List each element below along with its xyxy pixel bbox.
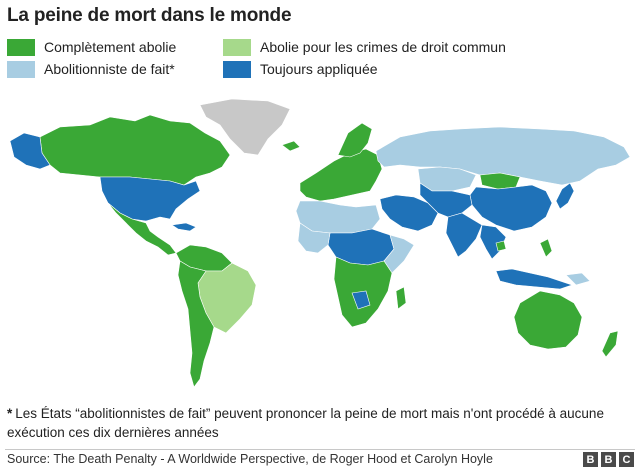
legend-swatch bbox=[223, 60, 251, 78]
region-canada bbox=[39, 114, 231, 186]
bbc-logo-letter: B bbox=[601, 452, 616, 467]
map-title: La peine de mort dans le monde bbox=[7, 5, 292, 26]
region-north-africa bbox=[295, 200, 381, 234]
legend-label: Complètement abolie bbox=[44, 39, 177, 55]
legend-item-completely-abolished: Complètement abolie bbox=[7, 37, 176, 57]
region-new-zealand bbox=[601, 330, 619, 358]
footnote: * Les États “abolitionnistes de fait” peu… bbox=[7, 404, 627, 442]
region-indonesia bbox=[495, 268, 573, 290]
footnote-text: Les États “abolitionnistes de fait” peuv… bbox=[7, 406, 604, 440]
region-png bbox=[565, 272, 591, 286]
region-alaska bbox=[9, 132, 51, 170]
bbc-logo-letter: B bbox=[583, 452, 598, 467]
bbc-logo-letter: C bbox=[619, 452, 634, 467]
region-caribbean bbox=[171, 222, 197, 232]
region-philippines bbox=[539, 238, 553, 258]
bbc-logo: B B C bbox=[583, 452, 634, 467]
region-europe bbox=[299, 148, 383, 202]
region-china bbox=[469, 184, 553, 232]
legend-item-de-facto-abolitionist: Abolitionniste de fait* bbox=[7, 59, 175, 79]
source-credit: Source: The Death Penalty - A Worldwide … bbox=[7, 452, 493, 466]
legend-swatch bbox=[7, 38, 35, 56]
footnote-marker: * bbox=[7, 406, 13, 421]
region-west-africa bbox=[297, 222, 331, 254]
legend-label: Abolie pour les crimes de droit commun bbox=[260, 39, 506, 55]
world-map bbox=[9, 98, 631, 388]
region-greenland bbox=[199, 98, 291, 156]
region-zimbabwe-botswana bbox=[351, 290, 371, 310]
region-east-africa bbox=[383, 234, 415, 274]
region-madagascar bbox=[395, 286, 407, 310]
region-scandinavia bbox=[337, 122, 373, 158]
legend-swatch bbox=[7, 60, 35, 78]
region-cambodia bbox=[495, 240, 507, 252]
legend-label: Abolitionniste de fait* bbox=[44, 61, 175, 77]
region-iceland bbox=[281, 140, 301, 152]
region-india bbox=[445, 212, 483, 258]
legend-item-abolished-ordinary-crimes: Abolie pour les crimes de droit commun bbox=[223, 37, 506, 57]
region-middle-east bbox=[379, 194, 439, 232]
legend-swatch bbox=[223, 38, 251, 56]
region-australia bbox=[513, 290, 583, 350]
region-russia bbox=[375, 126, 631, 186]
legend-label: Toujours appliquée bbox=[260, 61, 378, 77]
region-japan bbox=[555, 182, 575, 210]
region-andes bbox=[177, 260, 215, 388]
legend-item-still-applied: Toujours appliquée bbox=[223, 59, 378, 79]
divider bbox=[5, 449, 635, 450]
